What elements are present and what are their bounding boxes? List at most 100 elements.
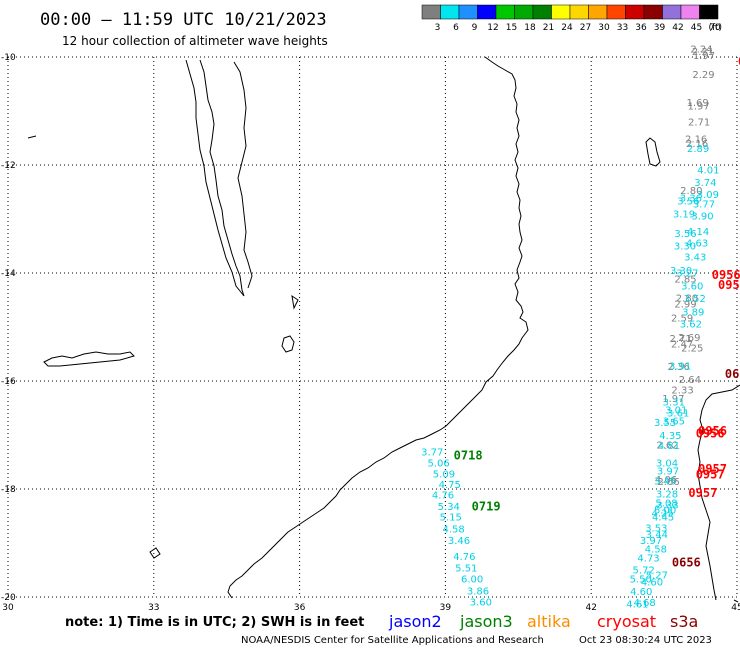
satellite-name-altika: altika: [527, 612, 571, 631]
pass-time-label: 0: [738, 54, 740, 68]
wave-height-value: 3.77: [693, 199, 715, 210]
wave-height-value: 4.06: [655, 475, 677, 486]
island-shape: [43, 351, 135, 367]
pass-time-label: 0957: [698, 462, 727, 476]
pass-time-label: 0956: [712, 268, 740, 282]
lake-shore-detail: [233, 61, 253, 289]
coastline-africa: [227, 56, 529, 599]
legend-swatch: [440, 4, 460, 20]
legend-swatch: [588, 4, 608, 20]
satellite-name-jason3: jason3: [459, 612, 513, 631]
wave-height-value: 4.58: [443, 525, 465, 536]
legend-label: 39: [654, 23, 666, 33]
wave-height-value: 3.62: [680, 319, 702, 330]
wave-height-value: 1.69: [687, 98, 709, 109]
island-mark-4: [733, 599, 739, 603]
wave-height-value: 3.27: [676, 269, 698, 280]
pass-time-label: 065: [725, 367, 740, 381]
coastline-madagascar: [697, 384, 740, 601]
wave-height-value: 2.16: [685, 135, 707, 146]
wave-height-value: 2.25: [681, 344, 703, 355]
pass-time-label: 0957: [696, 467, 725, 481]
wave-height-value: 4.61: [626, 600, 648, 611]
legend-swatch: [606, 4, 626, 20]
pass-time-label: 0718: [454, 449, 483, 463]
wave-height-value: 3.09: [697, 190, 719, 201]
island-mark: [291, 294, 299, 310]
map-title: 00:00 – 11:59 UTC 10/21/2023: [40, 10, 327, 30]
legend-label: 21: [543, 23, 554, 33]
lon-tick-label: 33: [148, 603, 159, 613]
satellite-name-jason2: jason2: [388, 612, 442, 631]
wave-height-value: 4.76: [453, 552, 475, 563]
wave-height-value: 5.27: [646, 570, 668, 581]
wave-height-value: 2.71: [688, 117, 710, 128]
wave-height-value: 2.89: [687, 144, 709, 155]
legend-swatch: [495, 4, 515, 20]
wave-height-value: 2.71: [669, 334, 691, 345]
wave-height-value: 4.81: [658, 441, 680, 452]
wave-height-value: 3.53: [645, 523, 667, 534]
satellite-legend: jason2 jason3 altika cryosat s3a: [388, 612, 698, 631]
wave-height-value: 3.89: [682, 307, 704, 318]
pass-time-label: 0956: [718, 278, 740, 292]
wave-height-value: 1.97: [693, 51, 715, 62]
wave-height-value: 2.59: [671, 313, 693, 324]
wave-height-value: 2.99: [674, 299, 696, 310]
wave-height-value: 1.97: [687, 102, 709, 113]
legend-swatch: [532, 4, 552, 20]
legend-label: 6: [453, 23, 459, 33]
legend-swatch: [680, 4, 700, 20]
legend-label: 33: [617, 23, 628, 33]
pass-time-label: 0656: [672, 555, 701, 569]
pass-time-label: 0719: [472, 499, 501, 513]
lon-tick-label: 39: [440, 603, 452, 613]
color-legend: 3 6 9 12 15 18 21 24 27 30 33 36 39 42 45 70(ft): [421, 4, 722, 33]
legend-unit: (ft): [708, 23, 722, 33]
lat-tick-label: -20: [1, 593, 16, 603]
wave-height-value: 3.65: [663, 417, 685, 428]
wave-height-value: 3.56: [674, 229, 696, 240]
legend-label: 12: [487, 23, 498, 33]
wave-height-value: 6.00: [461, 575, 483, 586]
wave-height-value: 3.44: [646, 530, 668, 541]
legend-swatch: [625, 4, 645, 20]
wave-height-value: 4.68: [634, 598, 656, 609]
satellite-name-cryosat: cryosat: [597, 612, 656, 631]
legend-label: 18: [524, 23, 536, 33]
wave-height-value: 2.64: [679, 375, 701, 386]
wave-height-value: 2.80: [676, 293, 698, 304]
wave-height-value: 4.76: [432, 490, 454, 501]
footer-note: note: 1) Time is in UTC; 2) SWH is in fe…: [65, 615, 364, 630]
legend-label: 42: [672, 23, 683, 33]
legend-label: 3: [435, 23, 441, 33]
wave-height-value: 3.97: [657, 467, 679, 478]
legend-swatch: [643, 4, 663, 20]
wave-height-value: 3.01: [665, 406, 687, 417]
wave-height-value: 4.58: [645, 544, 667, 555]
wave-height-value: 4.60: [641, 577, 663, 588]
wave-height-value: 2.80: [680, 186, 702, 197]
wave-height-value: 3.74: [694, 178, 716, 189]
legend-swatch: [699, 4, 719, 20]
wave-height-value: 2.29: [692, 70, 714, 81]
wave-height-value: 3.19: [673, 210, 695, 221]
wave-height-value: 3.91: [669, 361, 691, 372]
wave-height-value: 3.86: [467, 587, 489, 598]
footer-credit: NOAA/NESDIS Center for Satellite Applica…: [241, 635, 544, 646]
lon-tick-label: 36: [294, 603, 306, 613]
pass-time-label: 0957: [688, 486, 717, 500]
wave-height-value: 2.16: [686, 139, 708, 150]
wave-height-value: 5.00: [654, 506, 676, 517]
wave-height-value: 2.47: [671, 339, 693, 350]
footer-timestamp: Oct 23 08:30:24 UTC 2023: [579, 635, 712, 646]
wave-height-value: 2.31: [692, 47, 714, 58]
wave-height-value: 5.72: [633, 566, 655, 577]
wave-height-value: 2.33: [671, 386, 693, 397]
wave-height-value: 3.33: [656, 501, 678, 512]
legend-label: 70: [709, 23, 721, 33]
wave-height-value: 2.69: [678, 333, 700, 344]
wave-height-value: 3.36: [680, 193, 702, 204]
wave-height-value: 3.52: [684, 294, 706, 305]
